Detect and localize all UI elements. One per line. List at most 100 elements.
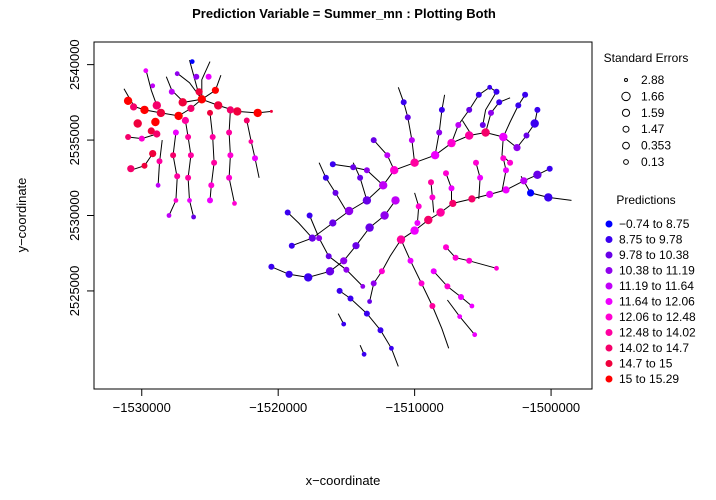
prediction-point [418, 280, 425, 287]
prediction-point [208, 182, 215, 189]
prediction-point [430, 151, 440, 160]
stream-segment [332, 163, 384, 186]
prediction-point [507, 159, 514, 166]
prediction-point [370, 137, 377, 144]
pred-legend-label: 11.19 to 11.64 [619, 279, 694, 293]
stream-segment [373, 139, 395, 171]
prediction-point [407, 257, 414, 264]
prediction-point [530, 119, 539, 128]
prediction-point [357, 174, 364, 181]
stream-segment [287, 212, 313, 239]
se-legend-label: 0.353 [641, 139, 671, 153]
pred-legend-label: 9.78 to 10.38 [619, 248, 689, 262]
prediction-point [378, 268, 385, 275]
se-legend-title: Standard Errors [604, 51, 689, 65]
stream-segment [309, 215, 364, 287]
prediction-point [185, 134, 192, 140]
prediction-point [533, 170, 542, 179]
prediction-point [347, 295, 354, 302]
prediction-point [329, 161, 336, 168]
prediction-point [185, 174, 192, 181]
prediction-point [329, 219, 337, 227]
prediction-point [367, 299, 372, 304]
prediction-point [248, 139, 254, 145]
prediction-point [429, 194, 436, 201]
stream-segment [502, 94, 526, 138]
stream-segment [520, 176, 572, 201]
prediction-point [168, 88, 175, 95]
prediction-point [465, 131, 474, 140]
prediction-point [133, 119, 142, 128]
prediction-point [468, 195, 476, 203]
stream-segment [482, 91, 497, 126]
prediction-point [466, 106, 473, 113]
prediction-point [322, 174, 329, 181]
prediction-point [187, 104, 195, 112]
se-legend-symbol [622, 125, 630, 133]
prediction-point [316, 235, 323, 242]
y-axis: 2525000 2530000 2535000 2540000 [67, 39, 95, 316]
prediction-point [341, 321, 347, 327]
pred-legend-swatch [605, 282, 613, 290]
prediction-point [479, 122, 486, 128]
pred-legend-swatch [605, 360, 613, 367]
prediction-point [362, 196, 372, 205]
stream-segment [516, 109, 538, 148]
prediction-point [173, 198, 179, 203]
stream-segment [130, 98, 272, 117]
prediction-point [253, 108, 262, 118]
prediction-point [352, 242, 360, 250]
prediction-point [377, 327, 384, 334]
pred-legend-label: 10.38 to 11.19 [619, 264, 695, 278]
prediction-point [457, 314, 463, 319]
prediction-point [214, 101, 223, 110]
prediction-point [141, 162, 148, 169]
pred-legend-swatch [605, 267, 613, 274]
prediction-point [195, 88, 203, 96]
prediction-point [207, 197, 213, 204]
prediction-point [325, 253, 332, 260]
pred-legend-label: 12.48 to 14.02 [619, 326, 696, 340]
prediction-point [343, 266, 350, 273]
prediction-point [408, 137, 415, 144]
se-legend-label: 0.13 [641, 155, 665, 169]
y-axis-label: y−coordinate [14, 178, 29, 253]
prediction-point [488, 109, 494, 116]
prediction-point [209, 134, 216, 140]
prediction-point [150, 83, 156, 89]
pred-legend-swatch [605, 251, 613, 259]
prediction-point [544, 193, 553, 202]
stream-segment [485, 97, 511, 133]
prediction-point [205, 73, 212, 80]
prediction-point [424, 215, 433, 225]
prediction-point [152, 101, 161, 110]
prediction-point [522, 91, 529, 98]
prediction-point [138, 135, 145, 142]
prediction-point [503, 167, 509, 174]
pred-legend-label: −0.74 to 8.75 [619, 217, 690, 231]
prediction-point [438, 106, 445, 113]
prediction-point [130, 103, 138, 111]
prediction-point [207, 109, 213, 116]
prediction-point [458, 294, 464, 300]
x-axis-label: x−coordinate [306, 473, 381, 488]
prediction-point [155, 182, 161, 188]
x-tick-label: −1500000 [522, 400, 580, 415]
prediction-point [308, 234, 316, 242]
prediction-point [125, 134, 132, 140]
prediction-point [149, 150, 157, 158]
stream-segment [400, 168, 550, 241]
prediction-point [156, 158, 163, 165]
prediction-point [187, 152, 194, 159]
prediction-point [443, 170, 449, 177]
prediction-point [384, 152, 391, 159]
prediction-point [475, 91, 482, 98]
prediction-point [389, 345, 394, 351]
prediction-point [226, 129, 233, 136]
y-tick-label: 2535000 [67, 115, 82, 166]
prediction-point [452, 254, 459, 261]
se-legend-symbol [621, 108, 631, 117]
pred-legend-label: 11.64 to 12.06 [619, 295, 695, 309]
prediction-point [379, 181, 388, 190]
x-tick-label: −1510000 [386, 400, 444, 415]
